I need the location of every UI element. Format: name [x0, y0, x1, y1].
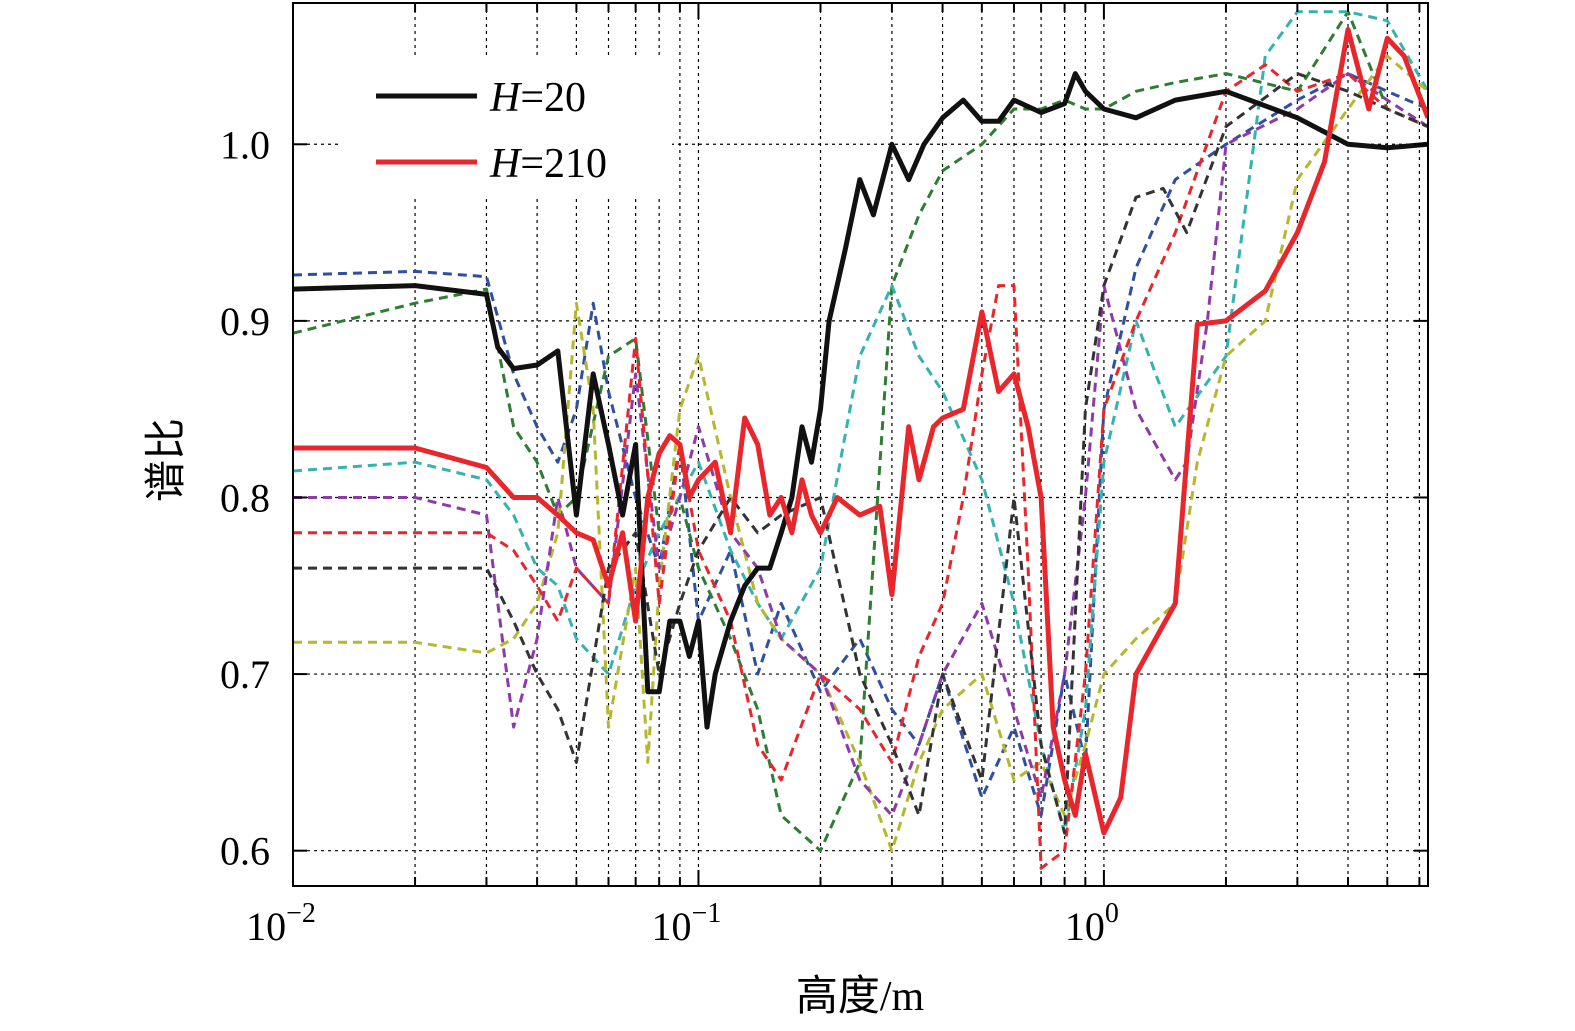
y-tick-label: 0.6 [220, 829, 270, 874]
legend-box [340, 56, 672, 198]
x-tick-label-exponent: 0 [1105, 898, 1119, 929]
legend-label-h210-value: =210 [520, 141, 607, 187]
series-line-H=20 [293, 71, 1428, 730]
legend-label-h20: H=20 [489, 75, 586, 121]
y-axis-title: 谱比 [144, 418, 190, 502]
x-tick-label: 100 [1065, 898, 1119, 949]
dashed-series-line [293, 72, 1428, 835]
x-tick-label-base: 10 [246, 904, 286, 949]
legend-label-h210-var: H [489, 141, 523, 187]
x-axis-title: 高度/m [796, 974, 925, 1020]
y-tick-label: 0.9 [220, 299, 270, 344]
y-tick-label: 1.0 [220, 122, 270, 167]
series-layer [293, 10, 1428, 870]
y-tick-label: 0.8 [220, 475, 270, 520]
x-tick-label-base: 10 [652, 904, 692, 949]
legend-label-h20-var: H [489, 75, 523, 121]
dashed-series-line [293, 54, 1428, 853]
dashed-series-line [293, 72, 1428, 817]
legend-label-h210: H=210 [489, 141, 607, 187]
plot-frame [292, 2, 1429, 887]
x-tick-label-exponent: −1 [692, 898, 722, 929]
x-tick-label: 10−2 [246, 898, 316, 949]
dashed-series-line [293, 10, 1428, 835]
y-tick-label: 0.7 [220, 652, 270, 697]
tick-labels: 0.60.70.80.91.010−2 10−1 100 [220, 122, 1119, 949]
x-tick-label-exponent: −2 [286, 898, 316, 929]
ticks [292, 3, 1428, 886]
x-tick-label-base: 10 [1065, 904, 1105, 949]
x-tick-label: 10−1 [652, 898, 722, 949]
legend-label-h20-value: =20 [520, 75, 586, 121]
series-line-H=210 [293, 27, 1428, 836]
legend: H=20 H=210 [340, 56, 672, 198]
dashed-series-line [293, 63, 1428, 870]
